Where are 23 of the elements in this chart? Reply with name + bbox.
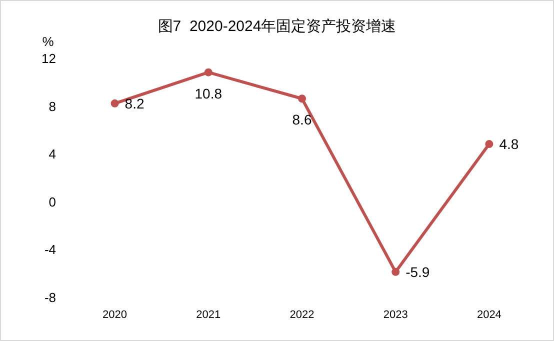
data-label: 8.6 xyxy=(292,112,312,128)
x-tick-label: 2024 xyxy=(476,309,502,321)
y-tick-label: 12 xyxy=(42,51,56,66)
y-tick-label: -8 xyxy=(44,290,56,305)
point xyxy=(110,99,119,108)
data-label: -5.9 xyxy=(406,264,430,280)
x-tick-label: 2020 xyxy=(102,309,128,321)
point xyxy=(392,268,400,276)
data-label: 10.8 xyxy=(194,85,222,102)
data-label: 4.8 xyxy=(499,136,519,152)
y-tick-label: 0 xyxy=(48,194,56,210)
point xyxy=(298,94,306,103)
y-tick-label: 4 xyxy=(48,146,56,162)
x-tick-label: 2022 xyxy=(290,309,314,321)
point xyxy=(485,140,494,148)
chart-title: 图7 2020-2024年固定资产投资增速 xyxy=(158,18,396,35)
x-tick-label: 2021 xyxy=(196,309,221,321)
point xyxy=(204,68,212,76)
y-tick-label: -4 xyxy=(44,242,56,258)
y-axis-title: % xyxy=(42,34,54,49)
data-label: 8.2 xyxy=(124,95,144,112)
x-tick-label: 2023 xyxy=(383,309,408,321)
y-tick-label: 8 xyxy=(48,98,56,114)
